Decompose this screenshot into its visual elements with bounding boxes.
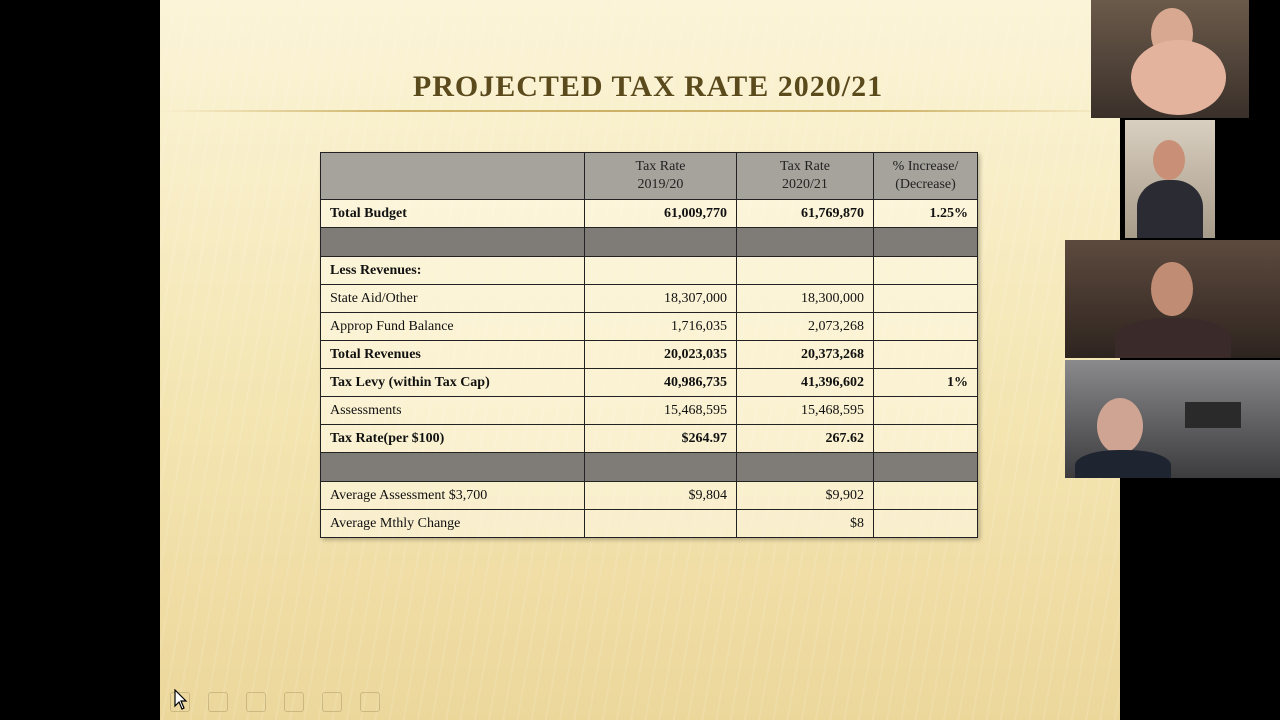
participant-body [1075, 450, 1171, 478]
row-value-2020: 15,468,595 [736, 396, 874, 425]
row-label: Approp Fund Balance [320, 312, 585, 341]
table-row: Total Revenues 20,023,035 20,373,268 [320, 340, 978, 369]
separator-row [320, 452, 978, 482]
table-header-2019: Tax Rate 2019/20 [584, 152, 737, 200]
row-value-change [873, 396, 978, 425]
previous-slide-icon[interactable] [170, 692, 190, 712]
row-value-change [873, 424, 978, 453]
row-value-change [873, 312, 978, 341]
participant-face [1153, 140, 1185, 180]
table-row: Tax Levy (within Tax Cap) 40,986,735 41,… [320, 368, 978, 397]
row-value-2019: 1,716,035 [584, 312, 737, 341]
table-header-change: % Increase/ (Decrease) [873, 152, 978, 200]
table-row: Less Revenues: [320, 256, 978, 285]
row-value-2020: $9,902 [736, 481, 874, 510]
row-value-2019 [584, 509, 737, 538]
table-header-blank [320, 152, 585, 200]
row-label: Total Revenues [320, 340, 585, 369]
separator-row [320, 227, 978, 257]
table-row: State Aid/Other 18,307,000 18,300,000 [320, 284, 978, 313]
row-value-2019: 15,468,595 [584, 396, 737, 425]
row-value-2019: $9,804 [584, 481, 737, 510]
table-header-row: Tax Rate 2019/20 Tax Rate 2020/21 % Increa… [320, 152, 978, 200]
header-change-line2: (Decrease) [895, 177, 956, 192]
row-value-2020 [736, 256, 874, 285]
row-label: Average Mthly Change [320, 509, 585, 538]
participant-2-video[interactable] [1125, 120, 1215, 238]
row-label: Less Revenues: [320, 256, 585, 285]
participant-3-video[interactable] [1065, 240, 1280, 358]
table-row: Average Mthly Change $8 [320, 509, 978, 538]
participant-face [1097, 398, 1143, 454]
pen-icon[interactable] [246, 692, 266, 712]
header-2019-line1: Tax Rate [635, 159, 686, 174]
row-value-2020: 61,769,870 [736, 199, 874, 228]
row-value-2019: 61,009,770 [584, 199, 737, 228]
table-row: Tax Rate(per $100) $264.97 267.62 [320, 424, 978, 453]
tax-rate-table: Tax Rate 2019/20 Tax Rate 2020/21 % Increa… [320, 152, 978, 538]
table-row: Approp Fund Balance 1,716,035 2,073,268 [320, 312, 978, 341]
row-label: State Aid/Other [320, 284, 585, 313]
row-value-change [873, 509, 978, 538]
table-row: Total Budget 61,009,770 61,769,870 1.25% [320, 199, 978, 228]
more-options-icon[interactable] [360, 692, 380, 712]
next-slide-icon[interactable] [208, 692, 228, 712]
row-value-2020: 18,300,000 [736, 284, 874, 313]
slides-grid-icon[interactable] [284, 692, 304, 712]
table-header-2020: Tax Rate 2020/21 [736, 152, 874, 200]
table-row: Assessments 15,468,595 15,468,595 [320, 396, 978, 425]
participant-body [1137, 180, 1203, 238]
row-label: Assessments [320, 396, 585, 425]
row-value-change: 1% [873, 368, 978, 397]
participant-1-video[interactable] [1091, 0, 1249, 118]
row-value-change: 1.25% [873, 199, 978, 228]
row-value-change [873, 340, 978, 369]
row-value-2020: $8 [736, 509, 874, 538]
row-value-change [873, 481, 978, 510]
header-2020-line2: 2020/21 [782, 177, 828, 192]
slideshow-toolbar [170, 692, 380, 712]
row-label: Total Budget [320, 199, 585, 228]
row-value-2020: 20,373,268 [736, 340, 874, 369]
row-value-2019 [584, 256, 737, 285]
zoom-icon[interactable] [322, 692, 342, 712]
row-value-2019: 20,023,035 [584, 340, 737, 369]
row-value-change [873, 284, 978, 313]
participant-4-video[interactable] [1065, 360, 1280, 478]
row-label: Tax Levy (within Tax Cap) [320, 368, 585, 397]
row-value-2020: 267.62 [736, 424, 874, 453]
presentation-slide: PROJECTED TAX RATE 2020/21 Tax Rate 2019/… [160, 0, 1120, 720]
participants-gallery [1065, 0, 1280, 480]
row-value-change [873, 256, 978, 285]
participant-body [1115, 318, 1231, 358]
row-value-2020: 2,073,268 [736, 312, 874, 341]
row-value-2019: 40,986,735 [584, 368, 737, 397]
slide-title: PROJECTED TAX RATE 2020/21 [412, 70, 884, 103]
table-row: Average Assessment $3,700 $9,804 $9,902 [320, 481, 978, 510]
participant-hand [1131, 40, 1226, 115]
row-label: Average Assessment $3,700 [320, 481, 585, 510]
header-2019-line2: 2019/20 [637, 177, 684, 192]
participant-face [1151, 262, 1193, 316]
header-2020-line1: Tax Rate [780, 159, 830, 174]
row-value-2019: 18,307,000 [584, 284, 737, 313]
row-value-2019: $264.97 [584, 424, 737, 453]
title-divider [160, 110, 1120, 112]
wall-picture [1185, 402, 1241, 428]
row-value-2020: 41,396,602 [736, 368, 874, 397]
row-label: Tax Rate(per $100) [320, 424, 585, 453]
header-change-line1: % Increase/ [892, 159, 959, 174]
